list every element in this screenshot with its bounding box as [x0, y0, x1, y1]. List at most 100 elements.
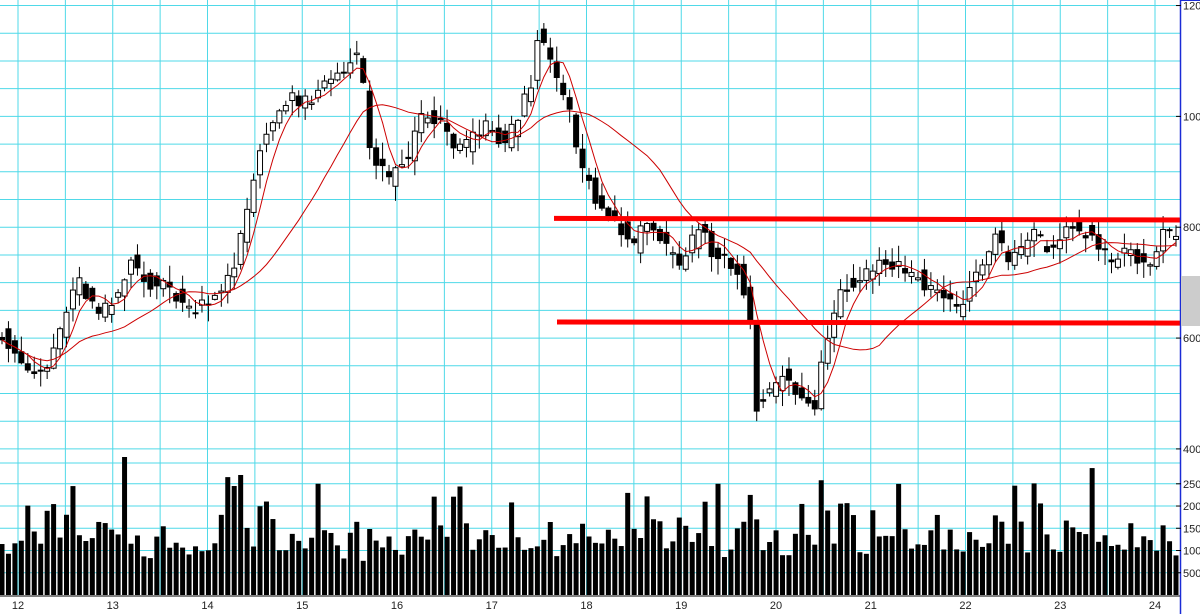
volume-bar	[354, 521, 360, 595]
candle	[895, 245, 902, 279]
volume-bar	[309, 537, 315, 595]
candle	[863, 259, 870, 290]
candle	[456, 138, 463, 154]
candle	[818, 350, 825, 411]
volume-tick-label: 1500	[1183, 523, 1200, 535]
candle-body	[211, 294, 218, 300]
candle	[198, 285, 205, 313]
candle-body	[250, 179, 257, 213]
candle-body	[656, 228, 663, 242]
candle-body	[953, 304, 960, 307]
candle-body	[237, 232, 244, 265]
volume-bar	[515, 537, 521, 595]
volume-bar	[263, 501, 269, 595]
candle-body	[1043, 246, 1050, 253]
candle-body	[411, 130, 418, 162]
volume-bar	[218, 514, 224, 595]
axis-scroll-handle[interactable]	[1181, 276, 1200, 326]
volume-bar	[999, 521, 1005, 595]
date-tick-label: 17	[486, 600, 498, 612]
volume-bar	[1063, 520, 1069, 595]
candle	[250, 173, 257, 218]
candle	[721, 238, 728, 269]
volume-bar	[528, 548, 534, 595]
volume-bar	[431, 496, 437, 595]
candle	[992, 227, 999, 263]
volume-bar	[83, 541, 89, 595]
candle-body	[57, 328, 64, 350]
candle	[282, 100, 289, 115]
volume-bar	[1005, 543, 1011, 595]
candle-body	[895, 261, 902, 267]
candle	[89, 286, 96, 309]
volume-bar	[392, 549, 398, 595]
volume-bar	[534, 546, 540, 595]
candle	[527, 75, 534, 107]
volume-bar	[592, 542, 598, 595]
volume-bar	[554, 556, 560, 595]
candle-body	[960, 303, 967, 318]
volume-bar	[734, 528, 740, 595]
volume-bar	[921, 544, 927, 595]
volume-bar	[380, 547, 386, 595]
candle-body	[1011, 251, 1018, 266]
candle	[1102, 238, 1109, 265]
volume-bar	[947, 529, 953, 595]
candle	[998, 218, 1005, 252]
candle-body	[257, 150, 264, 176]
date-tick-label: 12	[12, 600, 24, 612]
volume-bar	[115, 534, 121, 595]
candle-body	[779, 375, 786, 392]
candle-body	[450, 133, 457, 149]
candle-body	[560, 82, 567, 96]
volume-bar	[315, 483, 321, 595]
candle	[237, 230, 244, 270]
volume-bar	[328, 532, 334, 595]
candle	[844, 274, 851, 302]
candle-body	[1147, 264, 1154, 267]
candle-body	[863, 268, 870, 281]
price-tick-label: 800	[1183, 222, 1200, 234]
candle	[1050, 235, 1057, 259]
volume-bar	[521, 549, 527, 595]
candle-body	[418, 113, 425, 134]
candle-body	[921, 269, 928, 291]
volume-bar	[0, 544, 5, 595]
volume-bar	[31, 531, 37, 595]
candle	[1140, 238, 1147, 278]
volume-bar	[928, 530, 934, 595]
volume-bar	[1018, 521, 1024, 595]
candle	[695, 223, 702, 259]
candle	[1037, 230, 1044, 238]
candle	[966, 270, 973, 312]
volume-bar	[870, 510, 876, 595]
candle-body	[24, 363, 31, 371]
candle-body	[586, 174, 592, 181]
candle	[1160, 216, 1167, 264]
volume-bar	[683, 525, 689, 595]
volume-bar	[193, 546, 199, 595]
candle-body	[631, 238, 638, 244]
candle	[760, 389, 767, 409]
volume-bar	[463, 523, 469, 595]
candle	[973, 259, 980, 297]
candle	[547, 37, 554, 73]
volume-bar	[541, 539, 547, 595]
volume-bar	[167, 547, 173, 595]
volume-bar	[960, 551, 966, 595]
candle-body	[263, 133, 270, 145]
volume-bar	[225, 477, 231, 595]
volume-bar	[728, 549, 734, 595]
volume-bar	[102, 523, 108, 595]
candle-body	[760, 399, 767, 402]
volume-bar	[896, 483, 902, 595]
candle-body	[876, 259, 883, 275]
candle-body	[792, 382, 799, 395]
candle-body	[198, 299, 205, 306]
candle-body	[805, 396, 812, 404]
volume-bar	[573, 543, 579, 595]
candle	[953, 291, 960, 314]
candle-body	[973, 271, 980, 283]
candle-body	[598, 195, 605, 209]
volume-bar	[257, 506, 263, 595]
